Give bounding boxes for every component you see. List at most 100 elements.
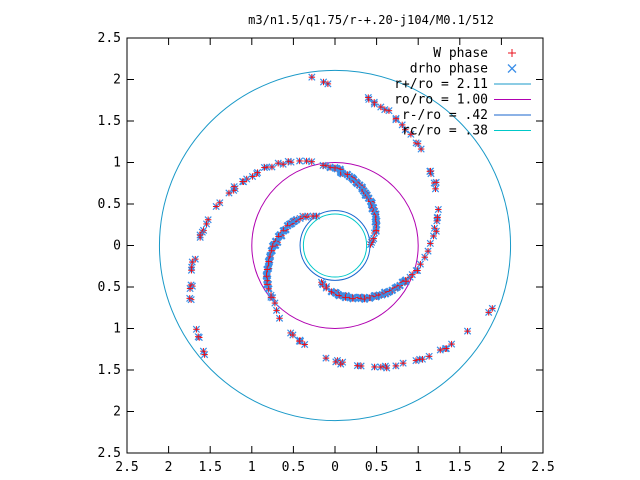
w-phase-point xyxy=(432,185,439,193)
reference-circle xyxy=(158,69,512,422)
reference-circle xyxy=(302,213,368,278)
x-tick-label: 1 xyxy=(248,460,256,475)
axes: 2.5 2 1.5 1 0.5 0 0.5 1 1.5 2 2.52.521.510.500.511… xyxy=(98,31,555,475)
w-phase-point xyxy=(383,364,390,372)
w-phase-point xyxy=(308,73,316,81)
x-tick-label: 1.5 xyxy=(198,460,221,475)
w-phase-point xyxy=(427,240,434,247)
y-tick-label: 0.5 xyxy=(98,280,121,295)
w-phase-point xyxy=(349,295,357,302)
w-phase-point xyxy=(319,162,327,169)
w-phase-point xyxy=(489,305,496,312)
legend-label: rc/ro = .38 xyxy=(402,124,488,139)
w-phase-point xyxy=(309,212,317,220)
x-tick-label: 1 xyxy=(414,460,422,475)
legend-label: drho phase xyxy=(410,62,488,77)
x-tick-label: 1.5 xyxy=(448,460,471,475)
y-tick-label: 0 xyxy=(113,239,121,254)
w-phase-point xyxy=(196,231,204,239)
w-phase-point xyxy=(437,346,444,354)
legend-label: W phase xyxy=(433,46,488,61)
w-phase-point xyxy=(357,362,365,370)
w-phase-point xyxy=(344,171,351,178)
y-tick-label: 1.5 xyxy=(98,363,121,378)
legend-label: r-/ro = .42 xyxy=(402,108,488,123)
x-tick-label: 0.5 xyxy=(282,460,305,475)
w-phase-point xyxy=(435,206,442,213)
w-phase-point xyxy=(186,295,193,302)
w-phase-point xyxy=(402,278,410,285)
w-phase-point xyxy=(203,220,210,228)
x-tick-label: 0.5 xyxy=(365,460,388,475)
w-phase-point xyxy=(261,164,268,171)
w-phase-point xyxy=(419,355,426,363)
w-phase-point xyxy=(320,78,327,86)
w-phase-point xyxy=(194,333,202,340)
y-tick-label: 2.5 xyxy=(98,31,121,46)
w-phase-point xyxy=(424,247,432,255)
w-phase-point xyxy=(421,254,429,261)
w-phase-point xyxy=(216,199,224,207)
chart-title: m3/n1.5/q1.75/r-+.20-j104/M0.1/512 xyxy=(248,13,494,27)
w-phase-point xyxy=(189,258,196,266)
w-phase-point xyxy=(186,285,194,292)
w-phase-point xyxy=(271,299,279,307)
x-tick-label: 2.5 xyxy=(115,460,138,475)
w-phase-point xyxy=(365,94,372,101)
w-phase-point xyxy=(385,107,393,114)
w-phase-point xyxy=(265,285,272,293)
w-phase-point xyxy=(254,169,261,176)
w-phase-point xyxy=(289,331,297,339)
w-phase-point xyxy=(276,315,283,322)
w-phase-point xyxy=(308,158,315,165)
w-phase-point xyxy=(399,121,406,129)
w-phase-point xyxy=(377,103,385,111)
reference-circle xyxy=(299,210,371,281)
y-tick-label: 2.5 xyxy=(98,446,121,461)
legend-label: r+/ro = 2.11 xyxy=(394,77,488,92)
w-phase-point xyxy=(392,115,400,122)
w-phase-point xyxy=(193,326,200,333)
legend-label: ro/ro = 1.00 xyxy=(394,93,488,108)
w-phase-point xyxy=(392,362,400,370)
y-tick-label: 2 xyxy=(113,73,121,88)
w-phase-point xyxy=(267,294,275,301)
w-phase-point xyxy=(201,351,208,358)
x-tick-label: 2 xyxy=(165,460,173,475)
w-phase-point xyxy=(399,359,407,367)
y-tick-label: 1 xyxy=(113,322,121,337)
plot-area xyxy=(158,69,512,422)
w-phase-point xyxy=(323,284,330,292)
w-phase-point xyxy=(249,173,256,180)
y-tick-label: 0.5 xyxy=(98,197,121,212)
w-phase-point xyxy=(322,354,330,362)
w-phase-point xyxy=(230,183,238,190)
x-tick-label: 2 xyxy=(497,460,505,475)
w-phase-point xyxy=(273,307,280,314)
x-tick-label: 2.5 xyxy=(531,460,554,475)
w-phase-point xyxy=(279,161,287,168)
w-phase-point xyxy=(414,140,422,147)
w-phase-point xyxy=(301,341,308,348)
legend-marker-cross xyxy=(507,64,517,73)
reference-circle xyxy=(251,162,419,329)
w-phase-point xyxy=(448,340,455,348)
w-phase-point xyxy=(239,178,246,185)
w-phase-point xyxy=(443,345,450,352)
w-phase-point xyxy=(409,271,416,278)
w-phase-point xyxy=(417,260,424,268)
w-phase-point xyxy=(433,228,440,235)
w-phase-point xyxy=(212,203,220,210)
w-phase-point xyxy=(296,157,303,165)
w-phase-point xyxy=(377,363,385,371)
w-phase-point xyxy=(225,189,233,197)
y-tick-label: 1 xyxy=(113,156,121,171)
y-tick-label: 2 xyxy=(113,405,121,420)
w-phase-point xyxy=(485,309,492,316)
w-phase-point xyxy=(188,267,195,274)
w-phase-point xyxy=(414,267,421,274)
y-tick-label: 1.5 xyxy=(98,114,121,129)
w-phase-point xyxy=(274,159,282,167)
